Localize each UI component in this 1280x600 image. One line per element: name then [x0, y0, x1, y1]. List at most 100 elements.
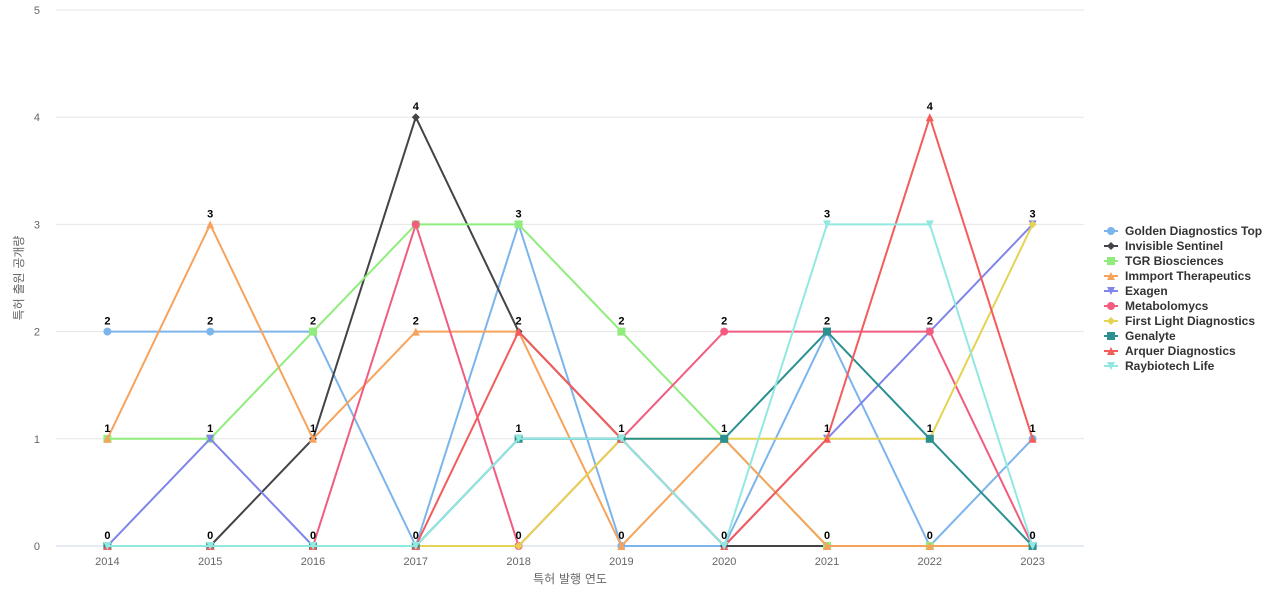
data-label: 1 — [927, 423, 933, 435]
x-tick-label: 2017 — [404, 556, 428, 568]
legend-marker-icon[interactable] — [1107, 332, 1115, 340]
data-point[interactable] — [823, 220, 831, 229]
x-tick-label: 2016 — [301, 556, 325, 568]
data-point[interactable] — [823, 542, 831, 550]
legend-marker-icon[interactable] — [1107, 257, 1115, 265]
data-label: 2 — [413, 316, 419, 328]
x-tick-label: 2015 — [198, 556, 222, 568]
data-point[interactable] — [309, 434, 317, 443]
data-label: 0 — [927, 530, 933, 542]
y-axis-title: 특허 출원 공개량 — [12, 236, 26, 321]
series-line[interactable] — [106, 223, 1034, 547]
data-label: 4 — [413, 101, 420, 113]
legend-label: First Light Diagnostics — [1125, 314, 1255, 328]
data-label: 3 — [207, 208, 213, 220]
data-label: 1 — [824, 423, 830, 435]
legend-item[interactable]: First Light Diagnostics — [1104, 314, 1255, 328]
data-label: 3 — [824, 208, 830, 220]
legend-marker-icon[interactable] — [1107, 287, 1115, 295]
data-point[interactable] — [206, 434, 215, 443]
data-label: 1 — [618, 423, 624, 435]
data-label: 2 — [207, 316, 213, 328]
data-point[interactable] — [309, 542, 317, 550]
data-point[interactable] — [206, 327, 215, 336]
data-label: 3 — [516, 208, 522, 220]
legend-item[interactable]: Genalyte — [1104, 329, 1176, 343]
x-tick-label: 2018 — [506, 556, 530, 568]
data-label: 1 — [721, 423, 727, 435]
data-point[interactable] — [1028, 220, 1037, 229]
data-label: 2 — [927, 316, 933, 328]
legend-marker-icon[interactable] — [1107, 242, 1115, 250]
data-label: 2 — [516, 316, 522, 328]
data-point[interactable] — [925, 327, 934, 336]
data-label: 1 — [516, 423, 522, 435]
data-label: 1 — [310, 423, 316, 435]
y-tick-label: 0 — [34, 541, 40, 553]
data-point[interactable] — [411, 113, 420, 122]
data-label: 2 — [310, 316, 316, 328]
legend-item[interactable]: Metabolomycs — [1104, 299, 1209, 313]
data-point[interactable] — [925, 220, 934, 229]
y-axis-ticks: 0 1 2 3 4 5 — [34, 5, 40, 553]
legend-item[interactable]: Immport Therapeutics — [1104, 269, 1251, 283]
data-point[interactable] — [514, 220, 523, 229]
data-point[interactable] — [309, 327, 317, 336]
data-point[interactable] — [514, 542, 523, 550]
x-tick-label: 2020 — [712, 556, 736, 568]
data-point[interactable] — [1028, 542, 1037, 550]
data-point[interactable] — [925, 113, 934, 122]
data-point[interactable] — [823, 434, 831, 443]
legend-item[interactable]: TGR Biosciences — [1104, 254, 1224, 268]
data-point[interactable] — [514, 327, 523, 336]
legend-marker-icon[interactable] — [1107, 227, 1115, 235]
data-label: 0 — [721, 530, 727, 542]
data-point[interactable] — [411, 327, 420, 336]
data-labels: 2 1 0 3 2 1 0 2 1 0 4 2 0 3 2 1 0 2 1 0 2 1 0 3 2 1 0 4 2 1 0 3 1 0 — [104, 101, 1035, 542]
data-point[interactable] — [103, 542, 112, 550]
data-point[interactable] — [206, 220, 215, 229]
legend-label: Golden Diagnostics Top — [1125, 224, 1262, 238]
legend-item[interactable]: Golden Diagnostics Top — [1104, 224, 1262, 238]
data-point[interactable] — [514, 434, 523, 443]
legend-marker-icon[interactable] — [1107, 302, 1115, 310]
legend-label: Invisible Sentinel — [1125, 239, 1223, 253]
data-point[interactable] — [720, 542, 729, 550]
x-tick-label: 2022 — [918, 556, 942, 568]
legend-item[interactable]: Invisible Sentinel — [1104, 239, 1223, 253]
data-point[interactable] — [1028, 434, 1037, 443]
data-point[interactable] — [103, 327, 112, 336]
data-point[interactable] — [720, 327, 729, 336]
legend-item[interactable]: Raybiotech Life — [1104, 359, 1215, 373]
legend-item[interactable]: Arquer Diagnostics — [1104, 344, 1236, 358]
data-label: 0 — [516, 530, 522, 542]
data-label: 0 — [824, 530, 830, 542]
legend-marker-icon[interactable] — [1107, 347, 1115, 355]
data-point[interactable] — [206, 542, 215, 550]
legend-label: Raybiotech Life — [1125, 359, 1215, 373]
data-point[interactable] — [925, 434, 934, 443]
legend-label: Arquer Diagnostics — [1125, 344, 1236, 358]
x-axis-title: 특허 발행 연도 — [533, 571, 607, 586]
x-tick-label: 2014 — [95, 556, 119, 568]
y-tick-label: 4 — [34, 112, 40, 124]
data-point[interactable] — [617, 542, 626, 550]
legend-item[interactable]: Exagen — [1104, 284, 1168, 298]
legend-label: Immport Therapeutics — [1125, 269, 1251, 283]
legend-marker-icon[interactable] — [1107, 272, 1115, 280]
data-point[interactable] — [411, 542, 420, 550]
x-tick-label: 2019 — [609, 556, 633, 568]
data-point[interactable] — [823, 327, 831, 336]
data-point[interactable] — [617, 327, 626, 336]
legend-marker-icon[interactable] — [1107, 362, 1115, 370]
x-tick-label: 2023 — [1020, 556, 1044, 568]
legend-marker-icon[interactable] — [1107, 317, 1115, 325]
data-point[interactable] — [925, 542, 934, 550]
data-point[interactable] — [103, 434, 112, 443]
y-tick-label: 3 — [34, 219, 40, 231]
data-point[interactable] — [617, 434, 626, 443]
data-point[interactable] — [411, 220, 420, 229]
data-point[interactable] — [720, 434, 729, 443]
legend-label: Genalyte — [1125, 329, 1176, 343]
